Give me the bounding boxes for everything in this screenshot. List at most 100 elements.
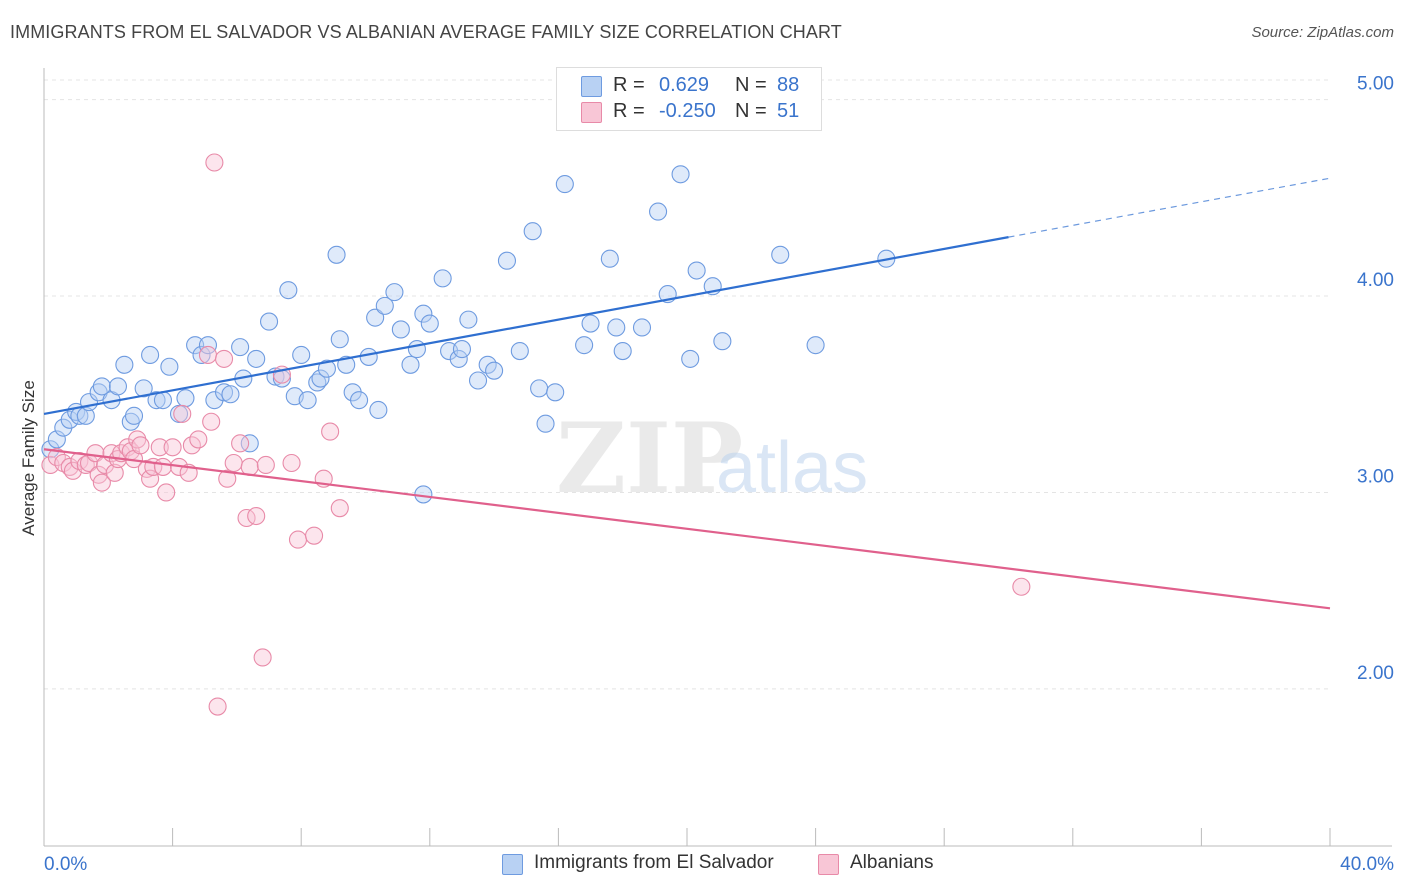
data-point: [176, 389, 195, 408]
y-axis-label: Average Family Size: [19, 380, 38, 536]
data-point: [259, 312, 279, 331]
data-point: [224, 453, 243, 473]
legend-n-value: 51: [777, 100, 800, 122]
data-point: [218, 469, 237, 488]
data-point: [771, 245, 790, 264]
watermark-atlas: atlas: [716, 428, 868, 508]
data-point: [468, 371, 488, 390]
data-point: [256, 455, 275, 475]
data-point: [160, 357, 179, 376]
data-point: [375, 296, 394, 315]
data-point: [497, 251, 517, 270]
y-tick-label: 4.00: [1357, 270, 1394, 291]
data-point: [671, 165, 690, 184]
data-point: [288, 530, 308, 549]
data-point: [292, 345, 311, 365]
data-point: [433, 269, 452, 288]
data-point: [649, 202, 668, 221]
data-point: [153, 457, 173, 476]
data-point: [607, 318, 626, 337]
data-point: [124, 406, 144, 425]
data-point: [189, 430, 208, 449]
legend-label-el-salvador: Immigrants from El Salvador: [534, 852, 774, 873]
data-point: [214, 349, 234, 368]
data-point: [279, 281, 298, 300]
legend-swatch-pink: [818, 854, 839, 875]
data-point: [681, 349, 700, 368]
data-point: [92, 473, 111, 492]
legend-swatch-pink: [581, 102, 602, 123]
data-point: [92, 377, 111, 396]
data-point: [350, 391, 369, 410]
data-point: [231, 434, 250, 453]
data-point: [536, 414, 555, 433]
data-point: [385, 283, 404, 302]
data-point: [205, 391, 224, 410]
data-point: [208, 697, 227, 716]
data-point: [150, 438, 169, 457]
data-point: [134, 379, 153, 398]
data-point: [115, 355, 134, 374]
watermark-zip: ZIP: [556, 402, 743, 515]
data-point: [369, 400, 388, 420]
correlation-legend: R = 0.629 N = 88 R = -0.250 N = 51: [556, 67, 822, 131]
data-point: [414, 304, 433, 323]
data-point: [76, 406, 95, 425]
data-point: [530, 379, 549, 398]
trendline-el-salvador: [43, 236, 1009, 415]
legend-label-albanians: Albanians: [850, 852, 934, 873]
el-salvador-points: [41, 165, 896, 504]
data-point: [687, 261, 706, 280]
data-point: [128, 430, 147, 449]
data-point: [76, 455, 95, 475]
data-point: [240, 434, 259, 453]
x-tick-label: 0.0%: [44, 854, 87, 875]
data-point: [806, 336, 825, 355]
data-point: [173, 404, 192, 423]
data-point: [105, 463, 124, 482]
data-point: [247, 349, 266, 368]
data-point: [311, 369, 330, 388]
legend-r-value: -0.250: [659, 100, 716, 122]
data-point: [449, 349, 468, 368]
data-point: [359, 347, 378, 366]
data-point: [282, 453, 301, 473]
data-point: [253, 648, 272, 667]
data-point: [137, 459, 156, 478]
data-point: [141, 345, 160, 365]
chart-title: IMMIGRANTS FROM EL SALVADOR VS ALBANIAN …: [10, 22, 842, 42]
data-point: [452, 340, 472, 359]
data-point: [147, 391, 166, 410]
data-point: [600, 249, 619, 268]
legend-r-label: R =: [613, 100, 645, 122]
data-point: [198, 336, 218, 355]
legend-r-value: 0.629: [659, 74, 710, 96]
data-point: [298, 391, 317, 410]
legend-n-value: 88: [777, 74, 800, 96]
data-point: [485, 361, 504, 380]
data-point: [366, 308, 385, 327]
legend-r-label: R =: [613, 74, 645, 96]
data-point: [47, 430, 66, 449]
data-point: [327, 245, 346, 264]
y-tick-label: 5.00: [1357, 74, 1394, 95]
trendline-el-salvador-extension: [1008, 177, 1331, 238]
data-point: [581, 314, 600, 333]
data-point: [337, 355, 356, 374]
data-point: [401, 355, 420, 374]
x-tick-label: 40.0%: [1340, 854, 1394, 875]
data-point: [131, 436, 150, 455]
data-point: [407, 340, 426, 359]
data-point: [546, 383, 565, 402]
data-point: [86, 444, 105, 463]
data-point: [555, 175, 574, 194]
legend-swatch-blue: [502, 854, 523, 875]
legend-swatch-blue: [581, 76, 602, 97]
data-point: [202, 412, 221, 431]
data-point: [1012, 577, 1031, 596]
y-tick-label: 3.00: [1357, 466, 1394, 487]
data-point: [214, 383, 234, 402]
data-point: [321, 422, 340, 441]
data-point: [632, 318, 652, 337]
